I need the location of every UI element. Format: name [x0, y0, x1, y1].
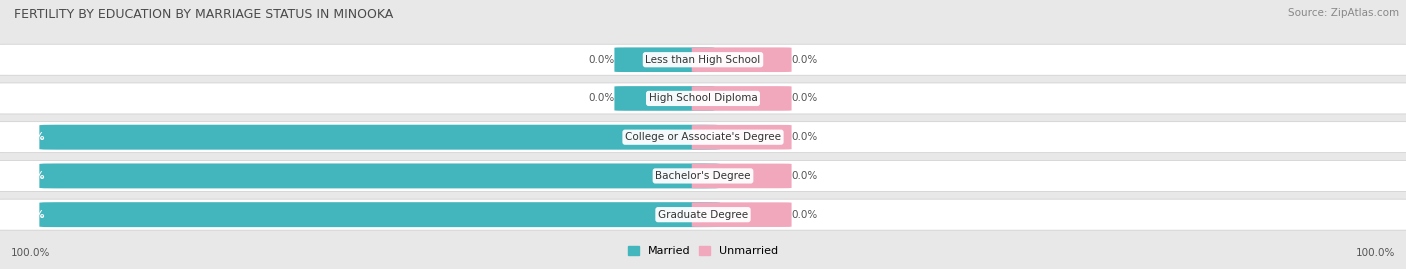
- FancyBboxPatch shape: [692, 164, 792, 188]
- Legend: Married, Unmarried: Married, Unmarried: [623, 241, 783, 261]
- FancyBboxPatch shape: [692, 125, 792, 150]
- Text: High School Diploma: High School Diploma: [648, 93, 758, 104]
- Text: 0.0%: 0.0%: [588, 55, 614, 65]
- FancyBboxPatch shape: [0, 44, 1406, 75]
- Text: 100.0%: 100.0%: [1, 132, 45, 142]
- FancyBboxPatch shape: [39, 125, 720, 150]
- Text: 100.0%: 100.0%: [1355, 248, 1395, 258]
- Text: Bachelor's Degree: Bachelor's Degree: [655, 171, 751, 181]
- FancyBboxPatch shape: [39, 164, 720, 188]
- Text: FERTILITY BY EDUCATION BY MARRIAGE STATUS IN MINOOKA: FERTILITY BY EDUCATION BY MARRIAGE STATU…: [14, 8, 394, 21]
- Text: 100.0%: 100.0%: [1, 210, 45, 220]
- Text: 100.0%: 100.0%: [1, 171, 45, 181]
- FancyBboxPatch shape: [0, 122, 1406, 153]
- FancyBboxPatch shape: [0, 83, 1406, 114]
- Text: 0.0%: 0.0%: [588, 93, 614, 104]
- Text: Source: ZipAtlas.com: Source: ZipAtlas.com: [1288, 8, 1399, 18]
- Text: 0.0%: 0.0%: [792, 171, 818, 181]
- FancyBboxPatch shape: [692, 47, 792, 72]
- Text: Graduate Degree: Graduate Degree: [658, 210, 748, 220]
- Text: 0.0%: 0.0%: [792, 55, 818, 65]
- FancyBboxPatch shape: [692, 86, 792, 111]
- Text: 100.0%: 100.0%: [11, 248, 51, 258]
- FancyBboxPatch shape: [0, 199, 1406, 230]
- FancyBboxPatch shape: [0, 160, 1406, 192]
- FancyBboxPatch shape: [614, 86, 714, 111]
- Text: 0.0%: 0.0%: [792, 93, 818, 104]
- Text: Less than High School: Less than High School: [645, 55, 761, 65]
- Text: 0.0%: 0.0%: [792, 132, 818, 142]
- Text: College or Associate's Degree: College or Associate's Degree: [626, 132, 780, 142]
- FancyBboxPatch shape: [39, 202, 720, 227]
- FancyBboxPatch shape: [614, 47, 714, 72]
- FancyBboxPatch shape: [692, 202, 792, 227]
- Text: 0.0%: 0.0%: [792, 210, 818, 220]
